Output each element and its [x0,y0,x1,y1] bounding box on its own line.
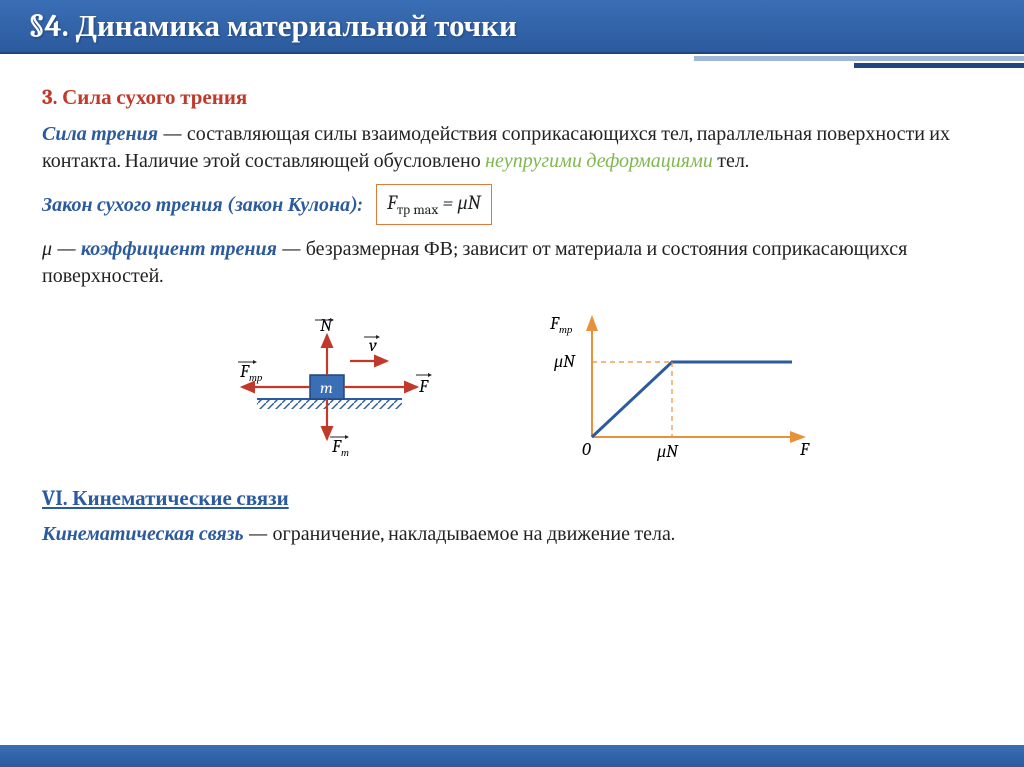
term-friction-force: Сила трения [42,122,158,145]
header-decoration [694,56,1024,68]
formula-subscript: тр max [397,201,438,218]
diagram-row: m N Fт Fтр F [42,307,982,467]
slide-content: 3. Сила сухого трения Сила трения — сост… [0,54,1024,547]
mu-symbol: μ [42,237,52,260]
block-mass-label: m [320,379,333,397]
def-text-tail: тел. [713,149,749,172]
formula-rhs: = μN [438,191,481,214]
force-diagram: m N Fт Fтр F [202,307,432,457]
kinematic-definition: Кинематическая связь — ограничение, накл… [42,520,982,547]
formula-lhs: F [387,191,397,214]
law-label: Закон сухого трения (закон Кулона): [42,191,362,218]
label-v: v [369,335,377,356]
y-tick-muN: μN [553,351,576,372]
friction-graph: Fтр μN 0 μN F [542,307,822,467]
mu-definition: μ — коэффициент трения — безразмерная ФВ… [42,235,982,289]
x-axis-label: F [799,439,810,460]
section-number-title: 3. Сила сухого трения [42,84,982,112]
mu-dash: — [52,237,81,260]
friction-definition: Сила трения — составляющая силы взаимоде… [42,120,982,174]
slide-footer [0,745,1024,767]
formula-box: Fтр max = μN [376,184,492,225]
slide-title: §4. Динамика материальной точки [28,8,517,44]
term-friction-coefficient: коэффициент трения [81,237,277,260]
coulomb-law-line: Закон сухого трения (закон Кулона): Fтр … [42,184,982,225]
y-axis-label: Fтр [549,313,573,336]
label-Ft: Fт [331,436,349,457]
term-kinematic-constraint: Кинематическая связь [42,522,244,545]
roman-heading: VI. Кинематические связи [42,485,982,513]
label-N: N [320,315,333,336]
term-inelastic-deformations: неупругими деформациями [485,149,713,172]
kin-rest: — ограничение, накладываемое на движение… [244,522,675,545]
slide-header: §4. Динамика материальной точки [0,0,1024,54]
label-Ftr: Fтр [239,361,263,384]
origin-label: 0 [582,439,591,460]
chart-line [592,362,792,437]
label-F: F [418,376,429,397]
x-tick-muN: μN [656,441,679,462]
